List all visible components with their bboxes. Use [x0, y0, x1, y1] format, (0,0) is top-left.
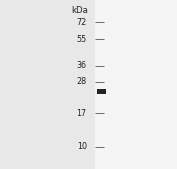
Text: 28: 28 [77, 77, 87, 86]
Text: 72: 72 [76, 18, 87, 27]
Text: 55: 55 [76, 35, 87, 44]
Text: 10: 10 [77, 142, 87, 151]
Bar [97, 89, 106, 94]
Text: 36: 36 [77, 61, 87, 70]
Text: kDa: kDa [72, 6, 88, 15]
Bar [95, 0, 177, 169]
Text: 17: 17 [77, 109, 87, 118]
